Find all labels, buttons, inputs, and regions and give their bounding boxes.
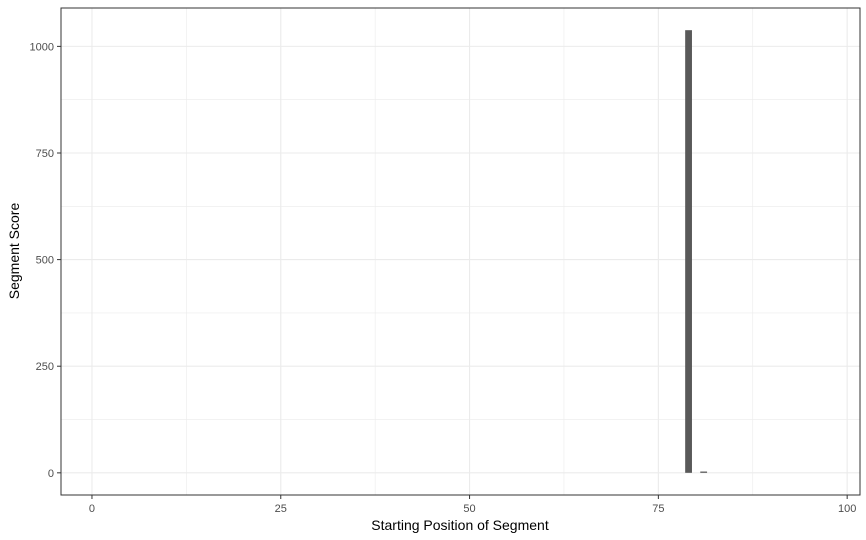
y-tick-label: 250 — [36, 361, 54, 373]
x-tick-label: 50 — [463, 503, 475, 515]
x-tick-label: 25 — [275, 503, 287, 515]
x-tick-label: 100 — [838, 503, 856, 515]
x-axis: 0 25 50 75 100 — [89, 495, 856, 515]
y-tick-label: 750 — [36, 148, 54, 160]
bars — [685, 30, 708, 473]
panel-border — [60, 7, 861, 496]
y-axis: 0 250 500 750 1000 — [30, 41, 61, 480]
y-axis-title: Segment Score — [6, 203, 22, 300]
bar — [685, 30, 692, 473]
y-tick-label: 0 — [48, 468, 54, 480]
x-axis-title: Starting Position of Segment — [371, 517, 549, 533]
major-gridlines — [61, 8, 860, 495]
y-tick-label: 500 — [36, 255, 54, 267]
panel-background — [61, 8, 860, 495]
bar — [700, 471, 708, 473]
x-tick-label: 0 — [89, 503, 95, 515]
minor-gridlines — [61, 8, 860, 495]
y-tick-label: 1000 — [30, 41, 54, 53]
x-tick-label: 75 — [652, 503, 664, 515]
